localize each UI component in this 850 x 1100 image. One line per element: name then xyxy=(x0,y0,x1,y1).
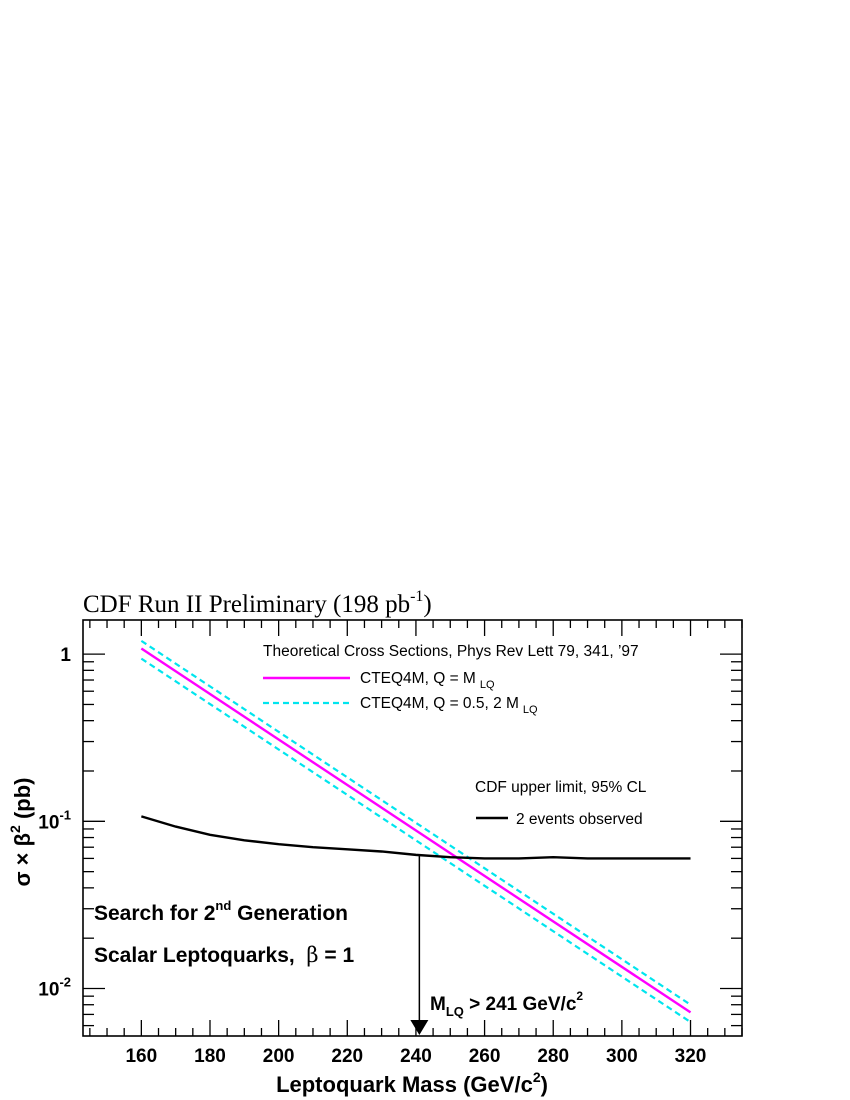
x-tick-label: 160 xyxy=(125,1046,157,1067)
y-tick-label: 10-2 xyxy=(38,975,71,1001)
series-line-2 xyxy=(140,657,692,1023)
x-axis-label: Leptoquark Mass (GeV/c2) xyxy=(276,1069,548,1097)
y-tick-label: 10-1 xyxy=(38,807,71,833)
plot-frame xyxy=(82,619,743,1037)
x-tick-label: 320 xyxy=(675,1046,707,1067)
x-tick-label: 240 xyxy=(400,1046,432,1067)
legend-theory-header: Theoretical Cross Sections, Phys Rev Let… xyxy=(263,643,639,660)
series-line-3 xyxy=(141,815,691,860)
legend-limit-header: CDF upper limit, 95% CL xyxy=(475,779,647,796)
x-tick-label: 260 xyxy=(469,1046,501,1067)
legend-limit: CDF upper limit, 95% CL 2 events observe… xyxy=(475,779,647,828)
x-tick-label: 200 xyxy=(263,1046,295,1067)
x-tick-label: 300 xyxy=(606,1046,638,1067)
x-tick-labels: 160 180 200 220 240 260 280 300 320 xyxy=(125,1046,706,1067)
x-tick-label: 180 xyxy=(194,1046,226,1067)
search-annotation-line1: Search for 2nd Generation xyxy=(94,898,348,925)
legend-label-scale-band: CTEQ4M, Q = 0.5, 2 M LQ xyxy=(360,695,538,716)
mass-limit-marker xyxy=(410,856,429,1035)
legend-label-central: CTEQ4M, Q = M LQ xyxy=(360,670,495,691)
series-line-0 xyxy=(140,647,692,1014)
series-lines xyxy=(140,639,692,1023)
x-tick-label: 220 xyxy=(331,1046,363,1067)
x-tick-label: 280 xyxy=(537,1046,569,1067)
limit-arrow-head xyxy=(410,1020,429,1035)
y-tick-labels: 1 10-1 10-2 xyxy=(38,645,71,1000)
legend-label-limit: 2 events observed xyxy=(516,811,643,828)
search-annotation-line2: Scalar Leptoquarks, β = 1 xyxy=(94,943,354,967)
mass-limit-label: MLQ > 241 GeV/c2 xyxy=(430,989,583,1019)
y-tick-label: 1 xyxy=(60,645,71,666)
legend-theory: Theoretical Cross Sections, Phys Rev Let… xyxy=(263,643,639,716)
chart-title: CDF Run II Preliminary (198 pb-1) xyxy=(83,588,432,618)
y-axis-label: σ × β2 (pb) xyxy=(7,777,35,886)
